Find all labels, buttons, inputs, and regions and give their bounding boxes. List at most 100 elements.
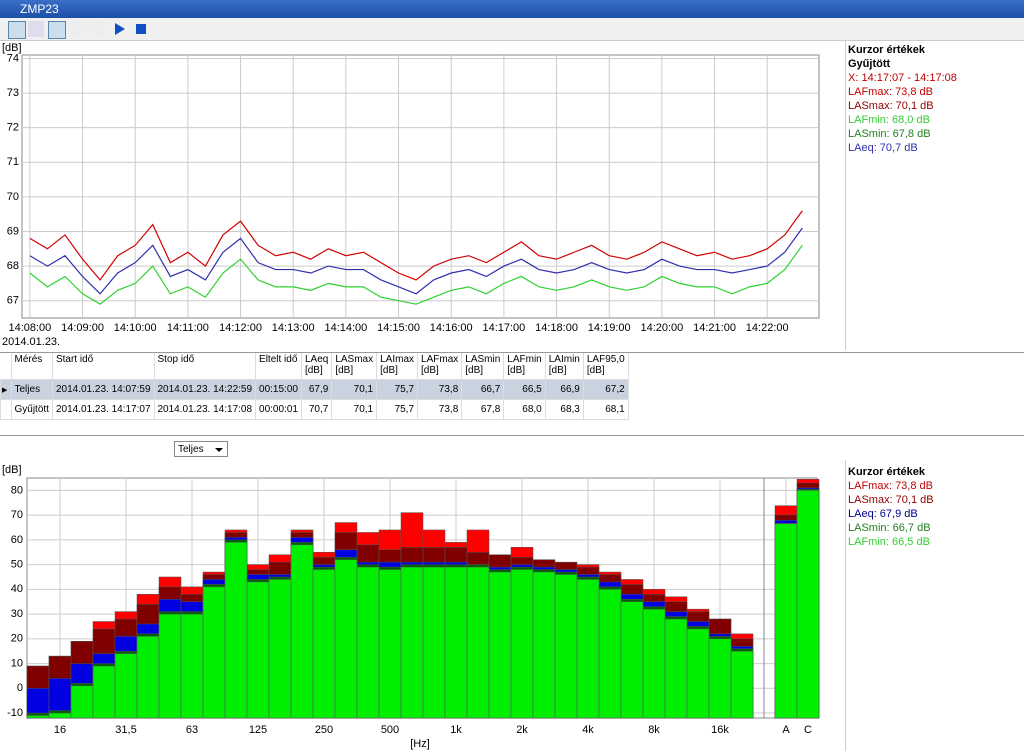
- bar: [400, 566, 424, 719]
- x-tick-label: 125: [249, 724, 267, 736]
- column-header: LAF95,0 [dB]: [583, 353, 629, 380]
- y-tick-label: 72: [7, 122, 19, 134]
- table-cell: 66,9: [544, 379, 584, 400]
- column-header: Start idő: [52, 353, 155, 380]
- y-tick-label: 50: [11, 559, 23, 571]
- toolbar: [0, 18, 1024, 41]
- bar: [202, 586, 226, 719]
- y-tick-label: -10: [7, 707, 23, 719]
- panel-item: LASmax: 70,1 dB: [848, 494, 934, 506]
- x-tick-label: 14:17:00: [482, 322, 525, 334]
- bar: [180, 613, 204, 719]
- table-cell: 68,0: [503, 399, 546, 420]
- table-cell: 67,8: [461, 399, 505, 420]
- row-marker-header: [0, 353, 12, 380]
- row-marker: ▶: [0, 379, 12, 400]
- stop-button[interactable]: [136, 24, 146, 34]
- dropdown[interactable]: Teljes: [174, 441, 228, 457]
- panel-item: LAFmin: 68,0 dB: [848, 114, 930, 126]
- panel-item: LASmin: 67,8 dB: [848, 128, 931, 140]
- column-header: Eltelt idő: [255, 353, 302, 380]
- panel-subtitle: Gyűjtött: [848, 58, 891, 70]
- x-tick-label: 14:21:00: [693, 322, 736, 334]
- tool-button[interactable]: [70, 21, 86, 37]
- bar: [356, 566, 380, 719]
- x-tick-label: 14:08:00: [8, 322, 51, 334]
- table-cell: Gyűjtött: [10, 399, 53, 420]
- x-tick-label: 14:14:00: [324, 322, 367, 334]
- series-line: [29, 210, 803, 281]
- x-tick-label: 14:20:00: [640, 322, 683, 334]
- x-tick-label: 14:12:00: [219, 322, 262, 334]
- panel-item: LAFmax: 73,8 dB: [848, 480, 933, 492]
- column-header: LASmax [dB]: [331, 353, 378, 380]
- x-tick-label: 1k: [450, 724, 462, 736]
- title-bar: ZMP23: [0, 0, 1024, 18]
- x-tick-label: 14:22:00: [746, 322, 789, 334]
- bar: [774, 523, 798, 719]
- table-cell: 67,9: [300, 379, 333, 400]
- table-cell: 2014.01.23. 14:22:59: [153, 379, 257, 400]
- bar: [488, 571, 512, 719]
- x-tick-label: 31,5: [115, 724, 136, 736]
- bar: [730, 650, 754, 719]
- tool-button[interactable]: [48, 21, 66, 39]
- panel-item: LAeq: 67,9 dB: [848, 508, 918, 520]
- tool-button[interactable]: [8, 21, 26, 39]
- y-tick-label: 40: [11, 583, 23, 595]
- tool-button[interactable]: [28, 21, 44, 37]
- table-cell: 75,7: [376, 399, 419, 420]
- y-tick-label: 70: [7, 191, 19, 203]
- x-tick-label: 16k: [711, 724, 729, 736]
- column-header: LAImin [dB]: [545, 353, 584, 380]
- column-header: LAeq [dB]: [301, 353, 333, 380]
- bar: [158, 613, 182, 719]
- x-tick-label: 63: [186, 724, 198, 736]
- table-row: Gyűjtött 2014.01.23. 14:17:07 2014.01.23. …: [0, 399, 629, 420]
- y-unit: [dB]: [2, 464, 22, 476]
- table-cell: 2014.01.23. 14:07:59: [51, 379, 155, 400]
- x-tick-label: 14:09:00: [61, 322, 104, 334]
- panel-title: Kurzor értékek: [848, 44, 926, 56]
- y-tick-label: 60: [11, 534, 23, 546]
- x-tick-label: 16: [54, 724, 66, 736]
- x-tick-label: A: [782, 724, 790, 736]
- bar: [268, 579, 292, 719]
- bar: [686, 628, 710, 719]
- bar: [620, 601, 644, 719]
- cursor-panel: Kurzor értékek LAFmax: 73,8 dB LASmax: 70…: [845, 460, 1024, 751]
- y-tick-label: 0: [17, 682, 23, 694]
- table-cell: 70,1: [331, 399, 378, 420]
- column-header: LASmin [dB]: [461, 353, 505, 380]
- y-tick-label: 70: [11, 509, 23, 521]
- y-tick-label: 68: [7, 260, 19, 272]
- panel-title: Kurzor értékek: [848, 466, 926, 478]
- x-tick-label: 250: [315, 724, 333, 736]
- panel-item: LASmax: 70,1 dB: [848, 100, 934, 112]
- x-tick-label: C: [804, 724, 812, 736]
- x-tick-label: 14:19:00: [588, 322, 631, 334]
- x-tick-label: 14:15:00: [377, 322, 420, 334]
- bar: [642, 608, 666, 719]
- header-row: Mérés Start idő Stop idő Eltelt idő LAeq [dB…: [0, 353, 629, 380]
- y-tick-label: 69: [7, 225, 19, 237]
- panel-item: X: 14:17:07 - 14:17:08: [848, 72, 957, 84]
- bar: [92, 665, 116, 719]
- table-row: ▶ Teljes 2014.01.23. 14:07:59 2014.01.23. 1…: [0, 379, 629, 400]
- x-tick-label: 14:16:00: [430, 322, 473, 334]
- measurement-table-area: Mérés Start idő Stop idő Eltelt idő LAeq [dB…: [0, 352, 1024, 436]
- bar: [114, 653, 138, 719]
- plot-area: [21, 54, 820, 319]
- bar: [48, 712, 72, 719]
- panel-item: LAeq: 70,7 dB: [848, 142, 918, 154]
- y-tick-label: 73: [7, 87, 19, 99]
- tool-button[interactable]: [90, 21, 106, 37]
- table-cell: 68,3: [544, 399, 584, 420]
- table-cell: 66,7: [461, 379, 505, 400]
- x-tick-label: 14:11:00: [167, 322, 209, 334]
- table-cell: 67,2: [582, 379, 629, 400]
- table-cell: 73,8: [417, 379, 463, 400]
- y-tick-label: 74: [7, 52, 19, 64]
- window-title: ZMP23: [20, 2, 59, 16]
- play-button[interactable]: [115, 23, 125, 35]
